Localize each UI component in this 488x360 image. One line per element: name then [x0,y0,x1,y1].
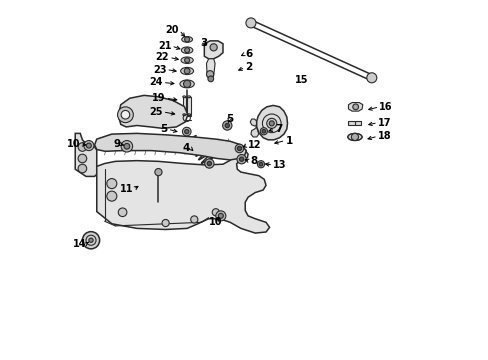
Text: 10: 10 [67,139,80,149]
Circle shape [245,18,255,28]
Ellipse shape [187,114,190,116]
Circle shape [184,130,188,134]
Polygon shape [187,97,190,115]
Circle shape [366,73,376,83]
Ellipse shape [183,114,185,116]
Circle shape [222,121,231,130]
Ellipse shape [180,80,194,88]
Text: 13: 13 [273,160,286,170]
Text: 22: 22 [155,52,169,62]
Circle shape [78,164,86,173]
Circle shape [260,128,267,135]
Polygon shape [348,103,362,111]
Circle shape [162,220,169,226]
Text: 25: 25 [149,107,163,117]
Circle shape [118,208,126,217]
Text: 18: 18 [377,131,391,141]
Polygon shape [250,119,256,126]
Circle shape [182,127,191,136]
Circle shape [184,48,189,53]
Circle shape [121,140,132,152]
Text: 15: 15 [295,75,308,85]
Text: 4: 4 [182,143,190,153]
Circle shape [78,143,86,151]
Polygon shape [183,97,185,115]
Circle shape [89,238,93,242]
Ellipse shape [347,134,362,140]
Text: 8: 8 [250,156,257,166]
Circle shape [184,37,189,42]
Circle shape [183,80,190,87]
Ellipse shape [181,47,192,53]
Polygon shape [75,134,97,176]
Circle shape [218,213,223,219]
Text: 2: 2 [244,62,252,72]
Polygon shape [256,105,287,140]
Circle shape [259,162,262,166]
Polygon shape [94,134,246,160]
Text: 21: 21 [158,41,171,51]
Circle shape [351,134,358,140]
Ellipse shape [181,57,193,63]
Circle shape [82,231,100,249]
Circle shape [117,107,133,123]
Circle shape [106,191,117,201]
Polygon shape [97,148,269,233]
Polygon shape [204,41,223,59]
Text: 3: 3 [200,38,207,48]
Circle shape [215,211,225,221]
Circle shape [352,104,358,110]
Text: 5: 5 [160,124,167,134]
Circle shape [106,179,117,189]
Circle shape [210,44,217,51]
Circle shape [184,68,190,74]
Circle shape [207,76,213,82]
Ellipse shape [180,67,193,75]
Text: 1: 1 [285,136,292,145]
Circle shape [184,58,189,63]
Text: 12: 12 [247,140,261,150]
Circle shape [83,140,94,150]
Ellipse shape [183,96,185,98]
Ellipse shape [187,96,190,98]
Text: 16: 16 [379,102,392,112]
Circle shape [204,159,214,168]
Ellipse shape [182,37,192,42]
Polygon shape [118,95,187,129]
Text: 20: 20 [165,25,179,35]
Text: 7: 7 [275,124,282,134]
Text: 24: 24 [149,77,163,87]
Circle shape [239,157,244,161]
Circle shape [206,71,213,78]
Text: 6: 6 [244,49,252,59]
Polygon shape [250,127,258,137]
Text: 23: 23 [153,64,166,75]
Polygon shape [206,59,215,80]
Circle shape [121,111,129,119]
Circle shape [190,216,198,223]
Text: 19: 19 [152,93,165,103]
Circle shape [257,161,264,168]
Circle shape [212,209,219,216]
Text: 11: 11 [120,184,133,194]
Text: 17: 17 [377,118,390,128]
Text: 14: 14 [72,239,86,249]
Circle shape [269,121,274,126]
Circle shape [224,123,229,128]
Circle shape [266,118,276,129]
Circle shape [155,168,162,176]
Text: 9: 9 [113,139,120,149]
Circle shape [237,154,246,164]
Circle shape [78,154,86,163]
Circle shape [86,143,91,148]
Circle shape [235,144,244,153]
Circle shape [207,161,211,166]
Circle shape [124,143,129,149]
Circle shape [262,130,265,133]
Text: 10: 10 [209,217,222,227]
Polygon shape [348,121,361,126]
Circle shape [237,146,241,150]
Text: 5: 5 [225,114,233,124]
